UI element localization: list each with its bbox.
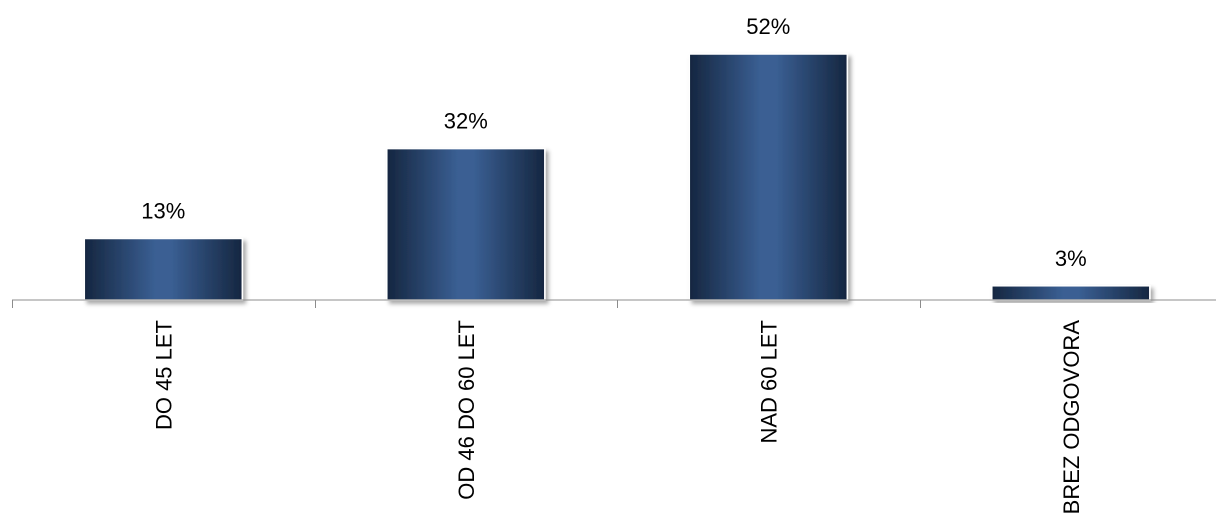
tick-labels-group: DO 45 LET OD 46 DO 60 LET NAD 60 LET BREZ O… bbox=[151, 320, 1084, 515]
bar bbox=[83, 237, 244, 301]
x-tick-label: BREZ ODGOVORA bbox=[1059, 320, 1084, 515]
data-label: 3% bbox=[1055, 246, 1087, 271]
x-tick-label: OD 46 DO 60 LET bbox=[454, 320, 479, 500]
data-labels-group: 13% 32% 52% 3% bbox=[141, 14, 1086, 271]
bar bbox=[386, 147, 546, 301]
bars-group bbox=[83, 53, 1151, 301]
x-axis bbox=[12, 299, 1216, 308]
bar bbox=[688, 53, 849, 301]
x-tick-label: DO 45 LET bbox=[151, 320, 176, 430]
data-label: 52% bbox=[746, 14, 790, 39]
x-tick-label: NAD 60 LET bbox=[756, 320, 781, 444]
bar bbox=[991, 285, 1151, 301]
data-label: 32% bbox=[444, 109, 488, 134]
data-label: 13% bbox=[141, 199, 185, 224]
